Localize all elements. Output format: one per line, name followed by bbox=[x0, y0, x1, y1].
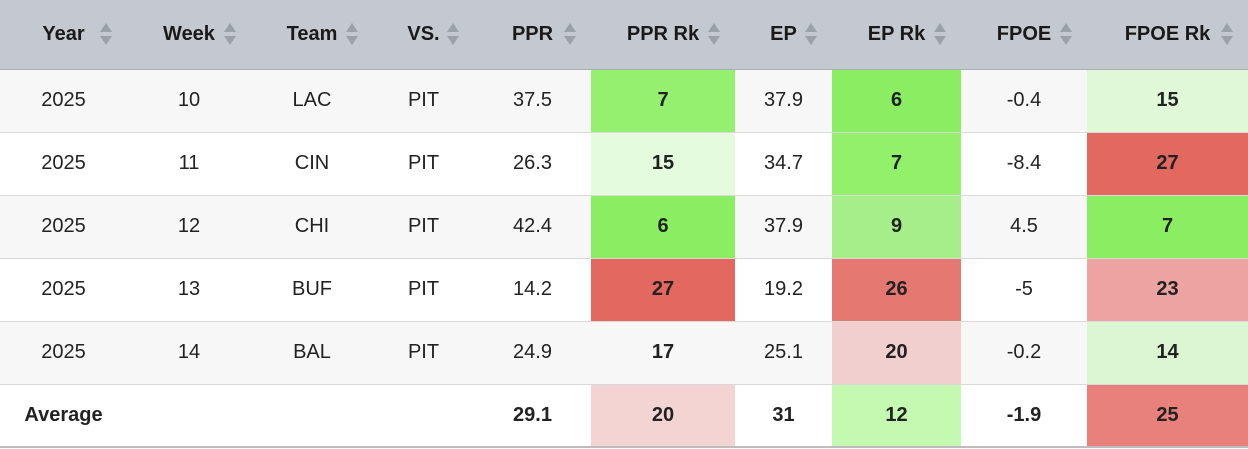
cell-fpoe-rk: 7 bbox=[1087, 195, 1248, 258]
cell-ep-rk: 9 bbox=[832, 195, 961, 258]
col-header-ep-rk[interactable]: EP Rk bbox=[832, 0, 961, 69]
cell-year: 2025 bbox=[41, 152, 86, 174]
col-label: EP Rk bbox=[867, 22, 926, 45]
cell-team: LAC bbox=[292, 89, 332, 111]
avg-ppr-rk: 20 bbox=[591, 384, 735, 447]
col-header-fpoe-rk[interactable]: FPOE Rk bbox=[1087, 0, 1248, 69]
cell-fpoe-rk: 14 bbox=[1087, 321, 1248, 384]
col-header-team[interactable]: Team bbox=[251, 0, 373, 69]
col-label: Week bbox=[163, 22, 215, 45]
col-label: PPR Rk bbox=[626, 22, 700, 45]
cell-week: 14 bbox=[177, 341, 201, 363]
col-label: FPOE Rk bbox=[1124, 22, 1211, 45]
col-header-ppr-rk[interactable]: PPR Rk bbox=[591, 0, 735, 69]
cell-ep: 34.7 bbox=[764, 152, 803, 174]
sort-icon[interactable] bbox=[805, 21, 817, 47]
cell-team: BUF bbox=[292, 278, 332, 300]
col-label: Team bbox=[286, 22, 338, 45]
cell-vs: PIT bbox=[407, 215, 440, 237]
avg-ep-rk: 12 bbox=[832, 384, 961, 447]
cell-empty bbox=[127, 384, 251, 447]
sort-icon[interactable] bbox=[224, 21, 236, 47]
col-label: VS. bbox=[407, 22, 440, 45]
cell-ppr: 37.5 bbox=[513, 89, 552, 111]
cell-team: CHI bbox=[294, 215, 330, 237]
cell-fpoe: -0.4 bbox=[1006, 89, 1042, 111]
sort-icon[interactable] bbox=[346, 21, 358, 47]
col-header-year[interactable]: Year bbox=[0, 0, 127, 69]
cell-vs: PIT bbox=[407, 278, 440, 300]
col-header-ppr[interactable]: PPR bbox=[474, 0, 591, 69]
col-label: FPOE bbox=[996, 22, 1052, 45]
average-label: Average bbox=[24, 403, 103, 426]
cell-ppr: 24.9 bbox=[513, 341, 552, 363]
cell-year: 2025 bbox=[41, 215, 86, 237]
avg-fpoe-rk: 25 bbox=[1087, 384, 1248, 447]
cell-vs: PIT bbox=[407, 341, 440, 363]
cell-ppr-rk: 15 bbox=[591, 132, 735, 195]
sort-icon[interactable] bbox=[564, 21, 576, 47]
table-row: 2025 13 BUF PIT 14.2 27 19.2 26 -5 23 bbox=[0, 258, 1248, 321]
col-label: Year bbox=[42, 22, 85, 45]
cell-fpoe: 4.5 bbox=[1010, 215, 1038, 237]
col-header-fpoe[interactable]: FPOE bbox=[961, 0, 1087, 69]
cell-ppr-rk: 6 bbox=[591, 195, 735, 258]
cell-week: 13 bbox=[177, 278, 201, 300]
sort-icon[interactable] bbox=[1221, 21, 1233, 47]
col-header-vs[interactable]: VS. bbox=[373, 0, 474, 69]
cell-ppr-rk: 27 bbox=[591, 258, 735, 321]
cell-ep-rk: 7 bbox=[832, 132, 961, 195]
cell-ep-rk: 20 bbox=[832, 321, 961, 384]
cell-ep-rk: 6 bbox=[832, 69, 961, 132]
cell-year: 2025 bbox=[41, 341, 86, 363]
sort-icon[interactable] bbox=[934, 21, 946, 47]
cell-ppr: 14.2 bbox=[513, 278, 552, 300]
sort-icon[interactable] bbox=[447, 21, 459, 47]
sort-icon[interactable] bbox=[100, 21, 112, 47]
table-row: 2025 11 CIN PIT 26.3 15 34.7 7 -8.4 27 bbox=[0, 132, 1248, 195]
avg-ppr: 29.1 bbox=[513, 403, 552, 426]
avg-fpoe: -1.9 bbox=[1006, 403, 1042, 426]
cell-week: 12 bbox=[177, 215, 201, 237]
cell-ep: 37.9 bbox=[764, 215, 803, 237]
cell-ep: 25.1 bbox=[764, 341, 803, 363]
cell-ppr: 26.3 bbox=[513, 152, 552, 174]
cell-week: 11 bbox=[178, 152, 200, 174]
cell-vs: PIT bbox=[407, 89, 440, 111]
cell-empty bbox=[251, 384, 373, 447]
cell-ep: 19.2 bbox=[764, 278, 803, 300]
cell-year: 2025 bbox=[41, 278, 86, 300]
table-row: 2025 12 CHI PIT 42.4 6 37.9 9 4.5 7 bbox=[0, 195, 1248, 258]
average-row: Average 29.1 20 31 12 -1.9 25 bbox=[0, 384, 1248, 447]
cell-year: 2025 bbox=[41, 89, 86, 111]
col-label: PPR bbox=[511, 22, 554, 45]
header-row: Year Week Team VS. PPR PPR Rk EP EP Rk F… bbox=[0, 0, 1248, 69]
cell-fpoe-rk: 23 bbox=[1087, 258, 1248, 321]
cell-week: 10 bbox=[177, 89, 201, 111]
col-header-week[interactable]: Week bbox=[127, 0, 251, 69]
cell-ppr-rk: 7 bbox=[591, 69, 735, 132]
col-label: EP bbox=[770, 22, 797, 45]
cell-team: BAL bbox=[293, 341, 331, 363]
cell-fpoe: -8.4 bbox=[1006, 152, 1042, 174]
cell-empty bbox=[373, 384, 474, 447]
cell-team: CIN bbox=[294, 152, 330, 174]
sort-icon[interactable] bbox=[708, 21, 720, 47]
cell-fpoe-rk: 27 bbox=[1087, 132, 1248, 195]
table-row: 2025 10 LAC PIT 37.5 7 37.9 6 -0.4 15 bbox=[0, 69, 1248, 132]
col-header-ep[interactable]: EP bbox=[735, 0, 832, 69]
cell-ep: 37.9 bbox=[764, 89, 803, 111]
cell-ep-rk: 26 bbox=[832, 258, 961, 321]
avg-ep: 31 bbox=[772, 403, 795, 426]
table-row: 2025 14 BAL PIT 24.9 17 25.1 20 -0.2 14 bbox=[0, 321, 1248, 384]
sort-icon[interactable] bbox=[1060, 21, 1072, 47]
cell-ppr: 42.4 bbox=[513, 215, 552, 237]
cell-fpoe: -0.2 bbox=[1006, 341, 1042, 363]
cell-vs: PIT bbox=[407, 152, 440, 174]
cell-fpoe-rk: 15 bbox=[1087, 69, 1248, 132]
cell-fpoe: -5 bbox=[1015, 278, 1033, 300]
cell-ppr-rk: 17 bbox=[651, 341, 675, 363]
